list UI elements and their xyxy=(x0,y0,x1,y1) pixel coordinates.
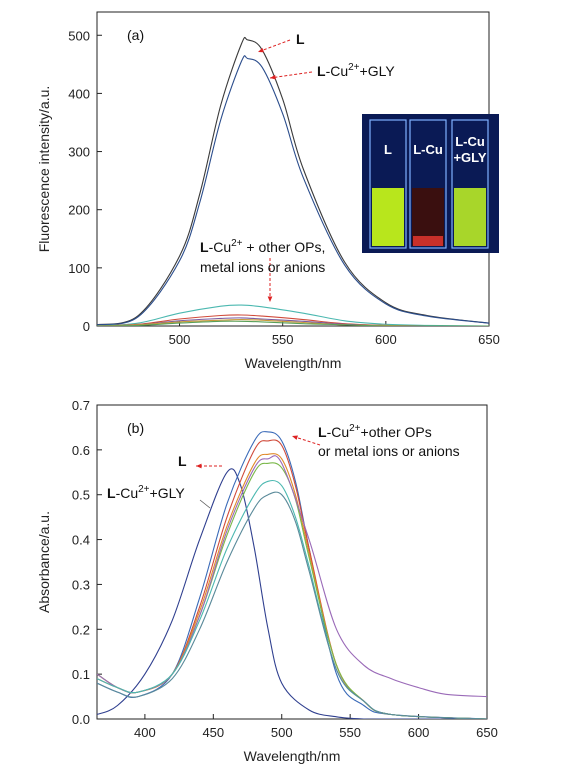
x-tick-label: 550 xyxy=(339,725,361,740)
arrow-l xyxy=(257,39,291,53)
leader-l-cu-gly-b xyxy=(199,499,211,509)
label-others-sup: 2+ xyxy=(231,238,243,249)
series-line-7 xyxy=(97,320,489,326)
vial-label-3: L-Cu xyxy=(455,134,485,149)
y-tick-label: 0.5 xyxy=(72,488,90,503)
vial-label-3-line2: +GLY xyxy=(453,150,486,165)
label-others-b-sup: 2+ xyxy=(349,423,361,434)
vial-label-1: L xyxy=(384,142,392,157)
y-tick-label: 0.0 xyxy=(72,712,90,727)
label-l: L xyxy=(296,31,305,47)
label-others-tail: + other OPs, xyxy=(243,239,326,255)
label-others: L-Cu2+ + other OPs, xyxy=(200,238,325,255)
vial-red-band xyxy=(413,236,443,246)
label-l-cu-gly-b-rest: -Cu xyxy=(116,485,139,501)
vial-label-2: L-Cu xyxy=(413,142,443,157)
y-tick-label: 0.7 xyxy=(72,398,90,413)
chart-panel-a: 500 550 600 650 0 100 200 300 400 500 Wavelength/n… xyxy=(36,11,500,371)
arrow-l-head xyxy=(258,47,264,53)
label-others-b-bold: L xyxy=(318,424,327,440)
series-line-2 xyxy=(97,55,489,326)
label-l-cu-gly-tail: +GLY xyxy=(360,63,396,79)
x-tick-label: 600 xyxy=(375,332,397,347)
y-tick-label: 300 xyxy=(68,145,90,160)
arrow-l-b-head xyxy=(196,463,202,469)
label-others-rest: -Cu xyxy=(209,239,232,255)
y-tick-label: 500 xyxy=(68,28,90,43)
label-l-cu-gly-b-bold: L xyxy=(107,485,116,501)
vial-outline-3 xyxy=(451,119,489,249)
label-others-b: L-Cu2++other OPs xyxy=(318,423,432,440)
series-line-1 xyxy=(97,468,487,719)
arrow-l-cu-gly xyxy=(269,71,313,79)
chart-panel-b: 400 450 500 550 600 650 0.0 0.1 0.2 0.3 0.4 0.5 0.6 0… xyxy=(36,398,498,764)
y-tick-label: 0 xyxy=(83,319,90,334)
label-l-b: L xyxy=(178,453,187,469)
label-others-b-line2: or metal ions or anions xyxy=(318,443,460,459)
x-tick-label: 400 xyxy=(134,725,156,740)
vial-outline-2 xyxy=(409,119,447,249)
label-others-line2: metal ions or anions xyxy=(200,259,325,275)
vial-liquid-3 xyxy=(454,188,486,246)
series-line-1 xyxy=(97,36,489,326)
vial-outline-1 xyxy=(369,119,407,249)
label-l-cu-gly-b: L-Cu2++GLY xyxy=(107,484,185,501)
label-others-b-rest: -Cu xyxy=(327,424,350,440)
label-others-b-tail: +other OPs xyxy=(361,424,432,440)
x-tick-label: 600 xyxy=(408,725,430,740)
y-axis-label: Absorbance/a.u. xyxy=(36,511,52,613)
y-tick-label: 0.6 xyxy=(72,443,90,458)
y-tick-label: 0.4 xyxy=(72,533,90,548)
label-l-cu-gly: L-Cu2++GLY xyxy=(317,62,395,79)
x-tick-label: 500 xyxy=(271,725,293,740)
y-axis-label: Fluorescence intensity/a.u. xyxy=(36,86,52,253)
y-tick-label: 400 xyxy=(68,86,90,101)
inset-photo: L L-CuL-Cu+GLY xyxy=(362,114,499,253)
panel-label: (a) xyxy=(127,27,144,43)
arrow-others-head xyxy=(267,296,273,302)
vial-liquid-1 xyxy=(372,188,404,246)
label-l-cu-gly-sup: 2+ xyxy=(348,62,360,73)
x-tick-label: 650 xyxy=(478,332,500,347)
series-line-2 xyxy=(97,431,487,719)
series-line-7 xyxy=(97,479,487,719)
plot-frame xyxy=(96,404,488,720)
label-others-bold: L xyxy=(200,239,209,255)
x-tick-label: 500 xyxy=(169,332,191,347)
y-tick-label: 0.1 xyxy=(72,667,90,682)
y-tick-label: 0.2 xyxy=(72,622,90,637)
series-line-8 xyxy=(97,491,487,719)
panel-label: (b) xyxy=(127,420,144,436)
y-tick-label: 200 xyxy=(68,203,90,218)
x-tick-label: 550 xyxy=(272,332,294,347)
label-l-cu-gly-b-sup: 2+ xyxy=(138,484,150,495)
arrow-others-b-head xyxy=(292,435,298,440)
y-tick-label: 100 xyxy=(68,261,90,276)
x-tick-label: 650 xyxy=(476,725,498,740)
x-axis-label: Wavelength/nm xyxy=(244,748,341,764)
label-l-cu-gly-b-tail: +GLY xyxy=(150,485,186,501)
x-tick-label: 450 xyxy=(202,725,224,740)
x-axis-label: Wavelength/nm xyxy=(245,355,342,371)
arrow-l-cu-gly-head xyxy=(270,74,276,80)
label-l-cu-gly-bold: L xyxy=(317,63,326,79)
series-line-5 xyxy=(97,462,487,719)
y-tick-label: 0.3 xyxy=(72,577,90,592)
label-l-cu-gly-rest: -Cu xyxy=(326,63,349,79)
series-line-3 xyxy=(97,304,489,326)
